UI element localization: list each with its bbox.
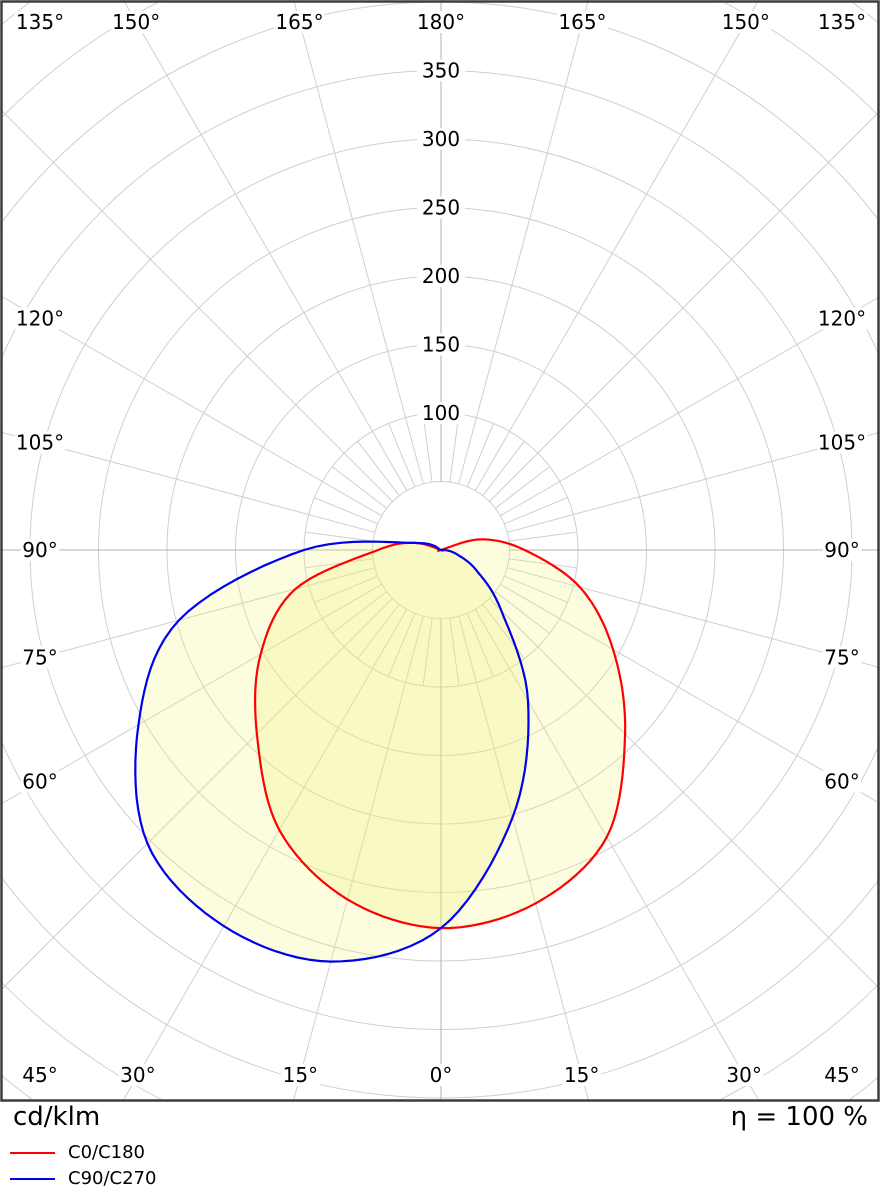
legend-item-c0-c180: C0/C180 [10, 1143, 145, 1163]
radial-tick-label: 250 [422, 196, 460, 220]
angle-label: 75° [22, 645, 57, 669]
curve-fill-c0-c180 [255, 539, 626, 929]
angle-label: 75° [824, 645, 859, 669]
legend-label: C90/C270 [68, 1168, 157, 1189]
angle-label: 45° [824, 1063, 859, 1087]
angle-label: 15° [283, 1063, 318, 1087]
angle-label: 60° [22, 770, 57, 794]
c90-c270-line-swatch [10, 1178, 55, 1180]
plot-frame [0, 0, 880, 1102]
radial-tick-label: 150 [422, 333, 460, 357]
units-label: cd/klm [13, 1102, 101, 1132]
legend-item-c90-c270: C90/C270 [10, 1169, 156, 1189]
angle-label: 150° [112, 10, 160, 34]
radial-tick-label: 350 [422, 59, 460, 83]
angle-label: 30° [120, 1063, 155, 1087]
radial-tick-label: 200 [422, 264, 460, 288]
efficiency-label: η = 100 % [730, 1102, 868, 1132]
legend-label: C0/C180 [68, 1142, 146, 1163]
c0-c180-line-swatch [10, 1152, 55, 1154]
angle-label: 180° [417, 10, 465, 34]
angle-label: 0° [430, 1063, 453, 1087]
polar-diagram: 100 150 200 250 300 350 0° 15° 15° 30° 30° 45° 45° 60… [0, 0, 880, 1102]
angle-label: 150° [722, 10, 770, 34]
curve-fill-c90-c270 [135, 541, 529, 962]
angle-label: 90° [824, 538, 859, 562]
radial-tick-label: 100 [422, 401, 460, 425]
radial-tick-label: 300 [422, 127, 460, 151]
angle-label: 15° [564, 1063, 599, 1087]
angle-label: 135° [818, 10, 866, 34]
angle-label: 105° [818, 431, 866, 455]
angle-label: 60° [824, 770, 859, 794]
angle-label: 165° [275, 10, 323, 34]
angle-label: 120° [818, 306, 866, 330]
angle-label: 165° [558, 10, 606, 34]
angle-label: 135° [16, 10, 64, 34]
angle-label: 120° [16, 306, 64, 330]
curve-c90-c270 [134, 540, 530, 963]
angle-label: 90° [22, 538, 57, 562]
angle-label: 30° [726, 1063, 761, 1087]
angle-label: 45° [22, 1063, 57, 1087]
angle-label: 105° [16, 431, 64, 455]
